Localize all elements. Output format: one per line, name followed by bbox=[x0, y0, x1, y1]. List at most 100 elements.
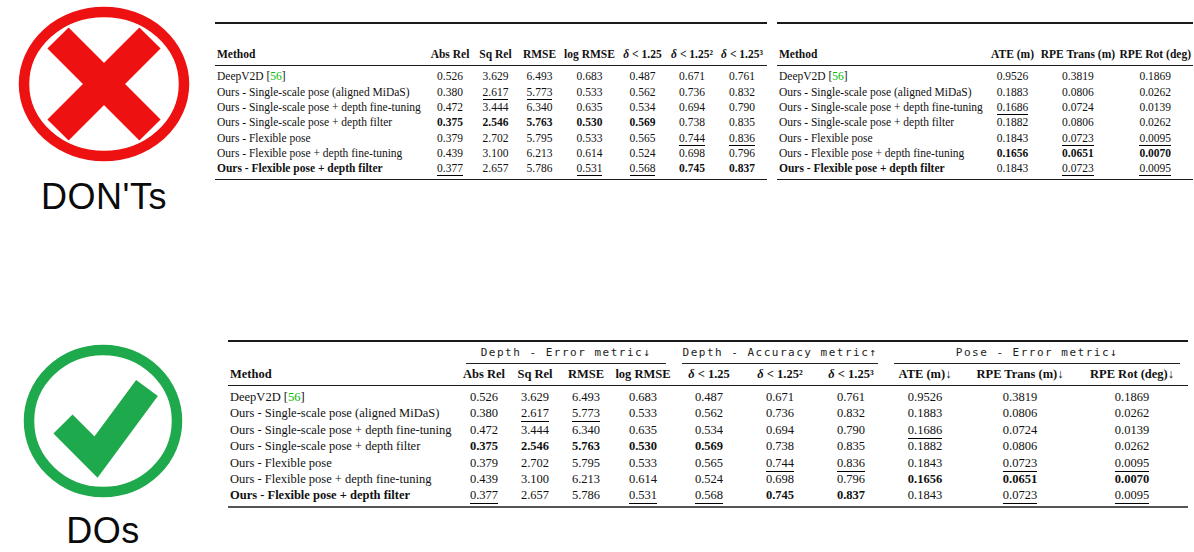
value-cell: 0.531 bbox=[612, 487, 674, 507]
check-icon bbox=[63, 388, 147, 457]
value-cell: 0.0262 bbox=[1076, 438, 1188, 454]
column-header: Abs Rel bbox=[458, 364, 510, 386]
table-row: Ours - Flexible pose + depth fine-tuning… bbox=[777, 146, 1193, 161]
column-header: Sq Rel bbox=[473, 47, 518, 66]
cross-circle-icon bbox=[18, 6, 190, 164]
method-cell: DeepV2D [56] bbox=[777, 66, 987, 85]
value-cell: 0.0724 bbox=[964, 422, 1076, 438]
value-cell: 0.0139 bbox=[1117, 100, 1193, 115]
value-cell: 0.745 bbox=[744, 487, 816, 507]
method-cell: Ours - Single-scale pose + depth filter bbox=[777, 115, 987, 130]
check-circle-icon bbox=[23, 344, 183, 498]
value-cell: 0.671 bbox=[667, 66, 717, 85]
value-cell: 5.773 bbox=[560, 405, 612, 421]
table-row: DeepV2D [56]0.5263.6296.4930.6830.4870.6… bbox=[215, 66, 767, 85]
delta-symbol: δ bbox=[671, 48, 677, 60]
value-cell: 0.0723 bbox=[964, 454, 1076, 470]
table-row: Ours - Single-scale pose + depth filter0… bbox=[228, 438, 1188, 454]
method-cell: Ours - Single-scale pose + depth fine-tu… bbox=[777, 100, 987, 115]
column-header: ATE (m)↓ bbox=[886, 364, 964, 386]
value-cell: 0.379 bbox=[458, 454, 510, 470]
value-cell: 0.569 bbox=[618, 115, 667, 130]
value-cell: 6.213 bbox=[518, 146, 561, 161]
value-cell: 2.657 bbox=[510, 487, 560, 507]
value-cell: 0.683 bbox=[561, 66, 618, 85]
value-cell: 0.9526 bbox=[886, 386, 964, 406]
value-cell: 0.0139 bbox=[1076, 422, 1188, 438]
value-cell: 0.832 bbox=[816, 405, 886, 421]
value-cell: 0.738 bbox=[744, 438, 816, 454]
value-cell: 0.487 bbox=[618, 66, 667, 85]
do-merged-table-wrap: Depth - Error metric↓Depth - Accuracy me… bbox=[228, 340, 1188, 508]
value-cell: 0.736 bbox=[744, 405, 816, 421]
value-cell: 0.796 bbox=[816, 471, 886, 487]
method-cell: Ours - Single-scale pose (aligned MiDaS) bbox=[228, 405, 458, 421]
value-cell: 0.472 bbox=[427, 100, 473, 115]
value-cell: 0.526 bbox=[427, 66, 473, 85]
value-cell: 0.1882 bbox=[886, 438, 964, 454]
value-cell: 0.3819 bbox=[964, 386, 1076, 406]
value-cell: 0.832 bbox=[717, 84, 767, 99]
method-cell: Ours - Flexible pose bbox=[215, 131, 427, 146]
value-cell: 3.444 bbox=[510, 422, 560, 438]
value-cell: 5.763 bbox=[518, 115, 561, 130]
value-cell: 0.375 bbox=[427, 115, 473, 130]
value-cell: 0.1656 bbox=[987, 146, 1039, 161]
column-header: RPE Trans (m) bbox=[1038, 47, 1117, 66]
table-row: DeepV2D [56]0.95260.38190.1869 bbox=[777, 66, 1193, 85]
value-cell: 0.526 bbox=[458, 386, 510, 406]
column-header: δ < 1.25 bbox=[618, 47, 667, 66]
value-cell: 5.786 bbox=[560, 487, 612, 507]
group-header-row: Depth - Error metric↓Depth - Accuracy me… bbox=[228, 345, 1188, 364]
dos-donts-figure: DON'Ts DOs MethodAbs RelSq RelRMSElog RM… bbox=[0, 0, 1194, 552]
group-header: Depth - Error metric↓ bbox=[458, 345, 674, 364]
value-cell: 0.533 bbox=[561, 84, 618, 99]
value-cell: 0.0095 bbox=[1076, 454, 1188, 470]
method-cell: Ours - Flexible pose + depth filter bbox=[215, 161, 427, 180]
value-cell: 0.9526 bbox=[987, 66, 1039, 85]
delta-symbol: δ bbox=[721, 48, 727, 60]
delta-symbol: δ bbox=[757, 367, 763, 381]
method-cell: Ours - Single-scale pose + depth fine-tu… bbox=[228, 422, 458, 438]
value-cell: 0.439 bbox=[427, 146, 473, 161]
value-cell: 0.744 bbox=[744, 454, 816, 470]
table-row: Ours - Single-scale pose + depth fine-tu… bbox=[215, 100, 767, 115]
citation-number: 56 bbox=[832, 70, 844, 82]
method-column-header: Method bbox=[777, 47, 987, 66]
value-cell: 0.487 bbox=[674, 386, 744, 406]
table-row: Ours - Flexible pose0.3792.7025.7950.533… bbox=[215, 131, 767, 146]
column-header: δ < 1.25³ bbox=[816, 364, 886, 386]
value-cell: 0.1656 bbox=[886, 471, 964, 487]
value-cell: 0.1869 bbox=[1117, 66, 1193, 85]
table-row: Ours - Flexible pose0.3792.7025.7950.533… bbox=[228, 454, 1188, 470]
table-row: Ours - Flexible pose + depth filter0.377… bbox=[228, 487, 1188, 507]
value-cell: 0.534 bbox=[674, 422, 744, 438]
method-cell: Ours - Single-scale pose (aligned MiDaS) bbox=[777, 84, 987, 99]
value-cell: 5.763 bbox=[560, 438, 612, 454]
value-cell: 0.533 bbox=[612, 405, 674, 421]
do-merged-table: Depth - Error metric↓Depth - Accuracy me… bbox=[228, 345, 1188, 508]
column-header-row: MethodAbs RelSq RelRMSElog RMSEδ < 1.25δ… bbox=[228, 364, 1188, 386]
value-cell: 0.745 bbox=[667, 161, 717, 180]
group-header-label: Depth - Error metric↓ bbox=[466, 345, 666, 364]
method-cell: Ours - Flexible pose + depth filter bbox=[777, 161, 987, 180]
value-cell: 0.377 bbox=[427, 161, 473, 180]
value-cell: 0.0262 bbox=[1076, 405, 1188, 421]
column-header: δ < 1.25³ bbox=[717, 47, 767, 66]
cross-icon bbox=[58, 38, 150, 130]
value-cell: 0.569 bbox=[674, 438, 744, 454]
value-cell: 0.1843 bbox=[886, 487, 964, 507]
column-header: δ < 1.25² bbox=[667, 47, 717, 66]
value-cell: 6.493 bbox=[518, 66, 561, 85]
value-cell: 0.1843 bbox=[987, 131, 1039, 146]
value-cell: 0.1882 bbox=[987, 115, 1039, 130]
value-cell: 0.761 bbox=[816, 386, 886, 406]
delta-symbol: δ bbox=[688, 367, 694, 381]
value-cell: 0.0262 bbox=[1117, 84, 1193, 99]
value-cell: 0.837 bbox=[816, 487, 886, 507]
method-column-header: Method bbox=[228, 364, 458, 386]
value-cell: 2.546 bbox=[510, 438, 560, 454]
value-cell: 0.377 bbox=[458, 487, 510, 507]
value-cell: 3.444 bbox=[473, 100, 518, 115]
value-cell: 0.0651 bbox=[1038, 146, 1117, 161]
